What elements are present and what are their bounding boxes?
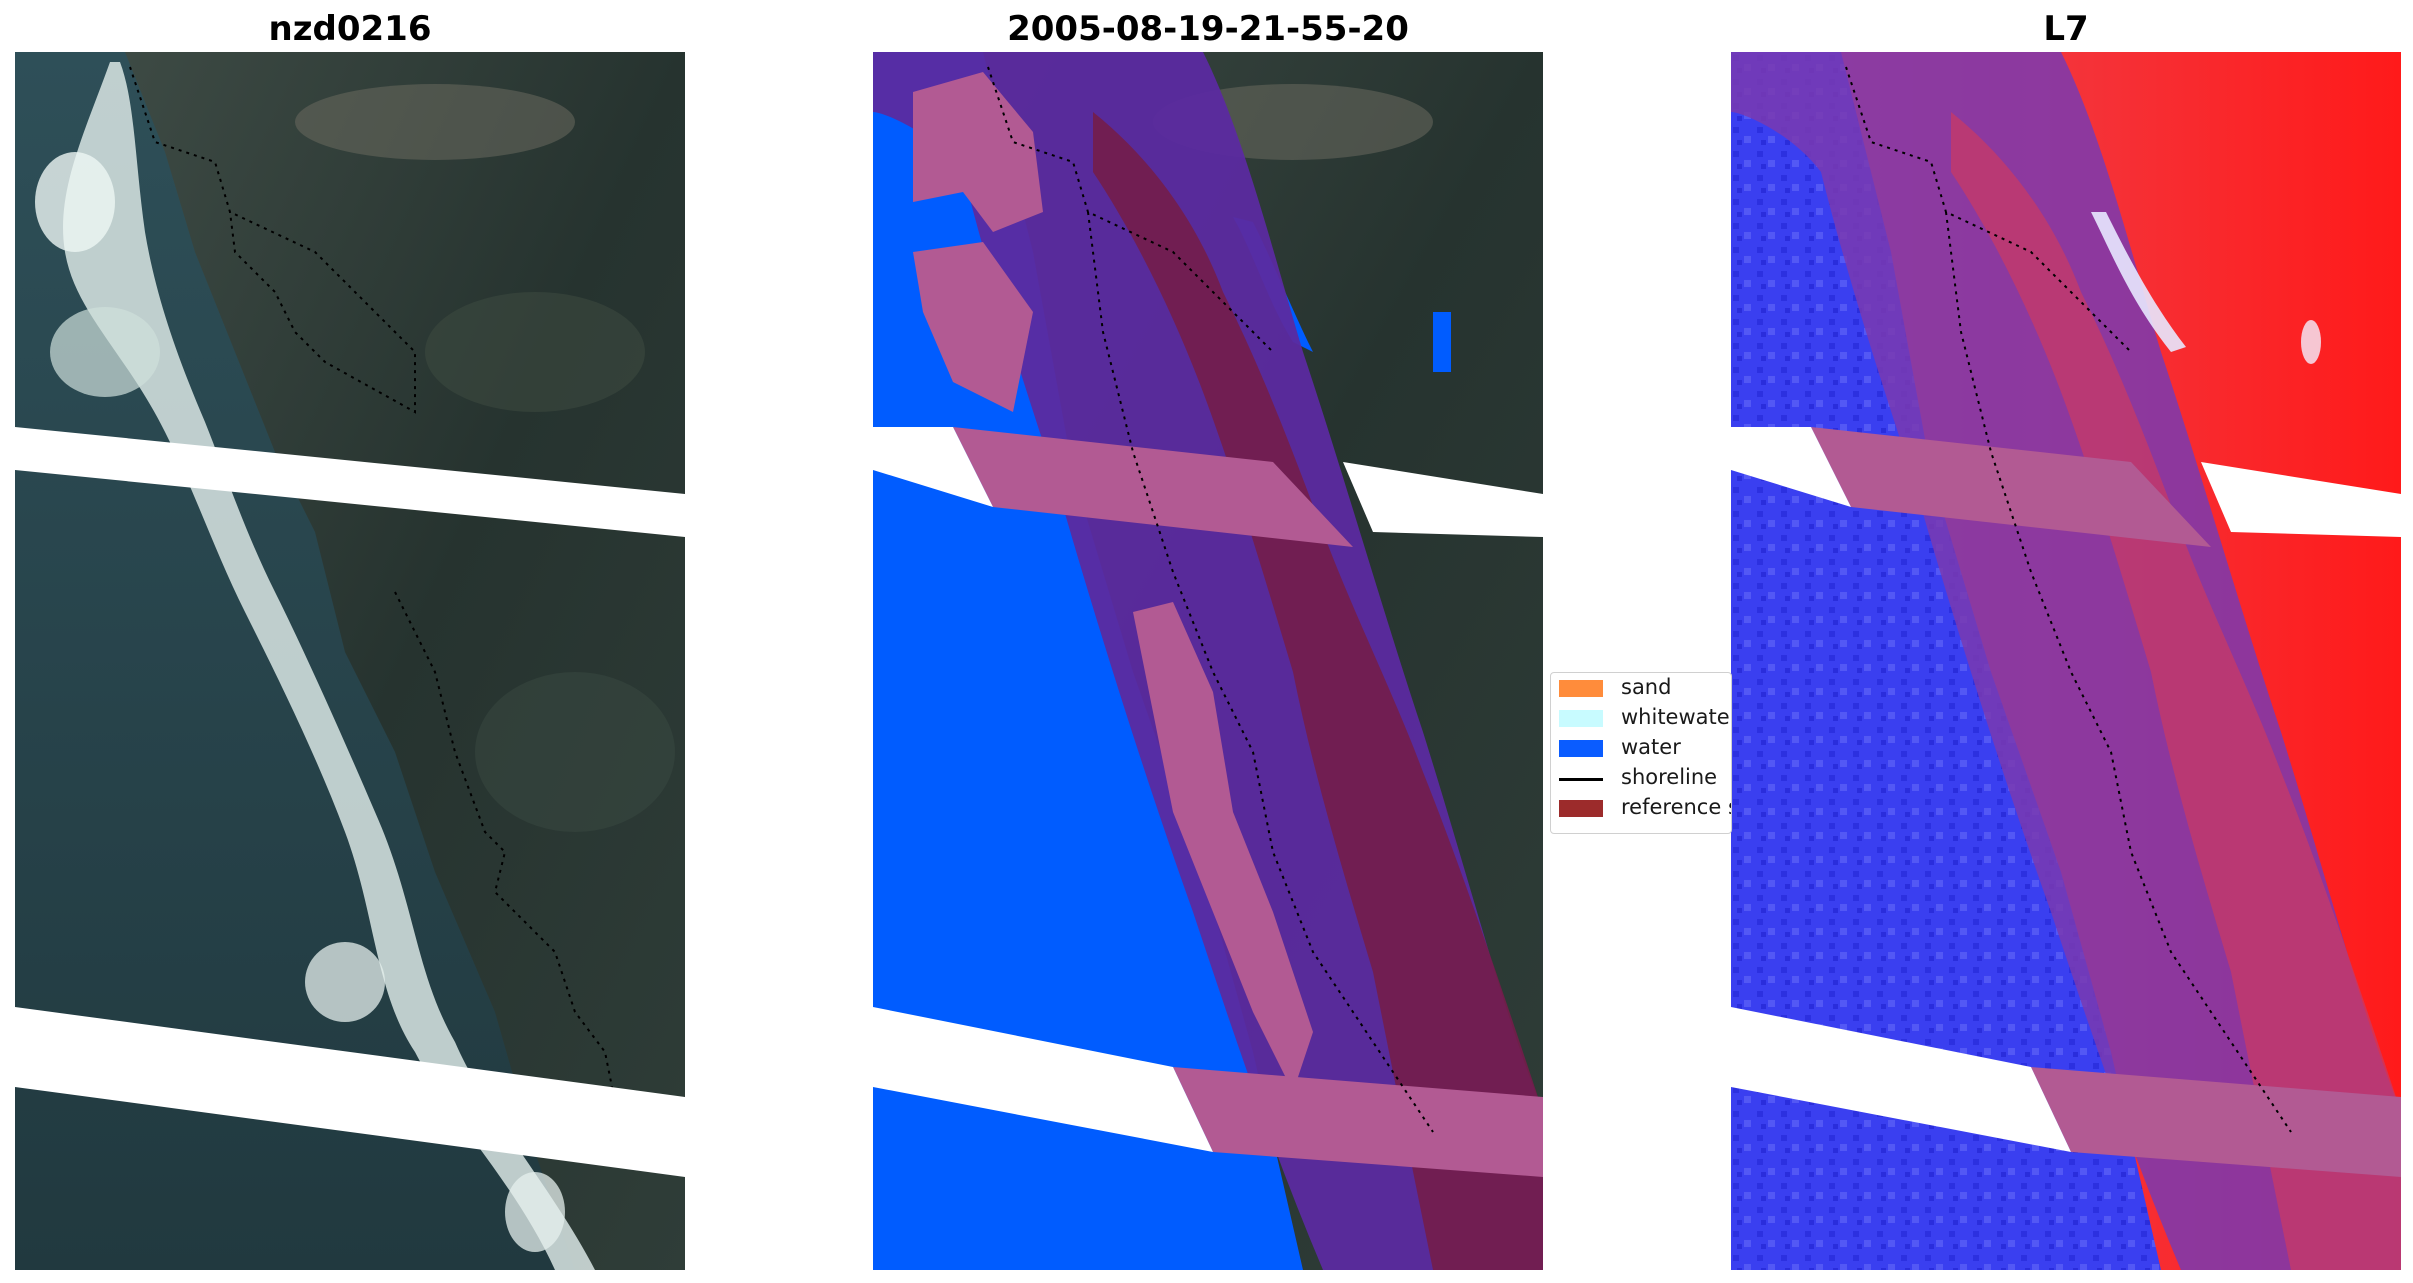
legend-swatch-sand (1559, 680, 1603, 697)
panel-title-classified: 2005-08-19-21-55-20 (1007, 9, 1409, 49)
panel-title-index: L7 (2043, 9, 2089, 49)
legend-label-water: water (1621, 735, 1681, 759)
legend: sand whitewater water shoreline referenc… (1550, 672, 1732, 834)
legend-swatch-water (1559, 740, 1603, 757)
legend-label-sand: sand (1621, 675, 1672, 699)
legend-label-shoreline: shoreline (1621, 765, 1718, 789)
classification-panel (873, 52, 1543, 1270)
rgb-satellite-image (15, 52, 685, 1270)
legend-line-shoreline (1559, 778, 1603, 781)
classification-image (873, 52, 1543, 1270)
legend-label-whitewater: whitewater (1621, 705, 1732, 729)
index-image (1731, 52, 2401, 1270)
rgb-image-panel (15, 52, 685, 1270)
legend-swatch-whitewater (1559, 710, 1603, 727)
legend-item-reference-buffer: reference shoreline buffer (1559, 793, 1731, 823)
legend-item-sand: sand (1559, 673, 1731, 703)
index-panel (1731, 52, 2401, 1270)
legend-item-whitewater: whitewater (1559, 703, 1732, 733)
legend-swatch-reference-buffer (1559, 800, 1603, 817)
panel-title-rgb: nzd0216 (268, 9, 432, 49)
legend-item-shoreline: shoreline (1559, 763, 1731, 793)
legend-label-reference-buffer: reference shoreline buffer (1621, 795, 1731, 819)
legend-item-water: water (1559, 733, 1731, 763)
